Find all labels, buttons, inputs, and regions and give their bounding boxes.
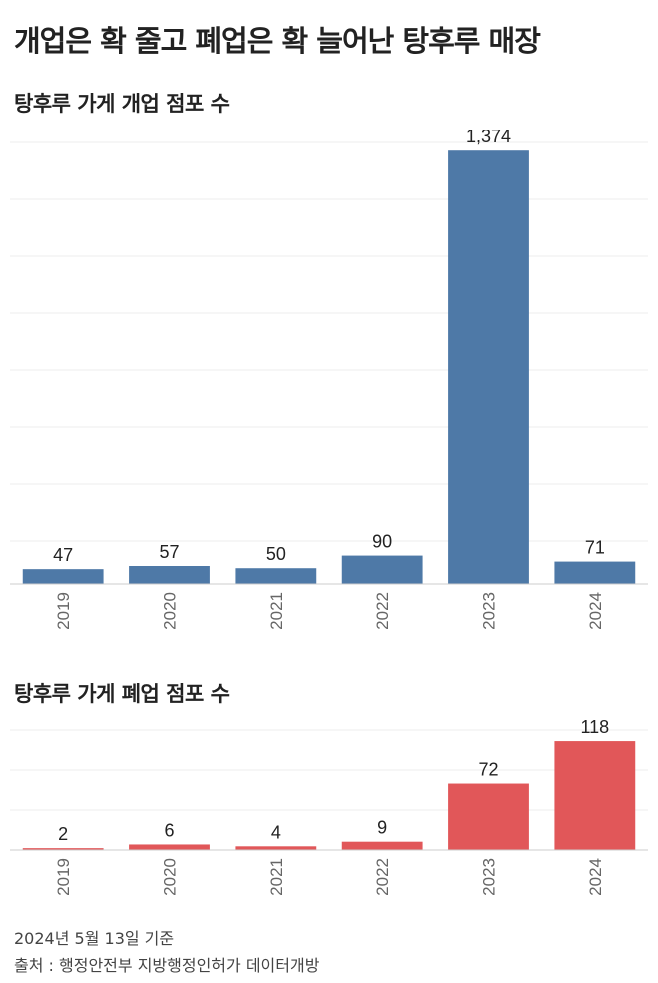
value-label-2024: 118 [580,718,609,737]
bar-2023 [448,150,529,585]
openings-bar-chart: 47 2019 57 2020 50 2021 90 2022 1,374 2023 71 2024 [10,130,648,630]
tick-label-2023: 2023 [480,858,499,896]
bar-2022 [341,841,423,850]
value-label-2021: 4 [271,822,281,842]
chart-title-openings: 탕후루 가게 개업 점포 수 [14,92,230,116]
bar-2023 [448,783,529,850]
tick-label-2022: 2022 [373,592,392,630]
value-label-2022: 90 [372,532,392,552]
bar-2020 [129,566,210,584]
tick-label-2024: 2024 [586,592,605,630]
chart-title-closures: 탕후루 가게 폐업 점포 수 [14,682,230,706]
value-label-2020: 6 [164,820,174,840]
tick-label-2022: 2022 [373,858,392,896]
value-label-2024: 71 [585,538,605,558]
tick-label-2021: 2021 [267,858,286,896]
bar-2024 [554,561,636,584]
bar-2021 [235,568,317,584]
bar-2021 [235,846,317,850]
source-note: 출처 : 행정안전부 지방행정인허가 데이터개방 [14,956,320,975]
bar-2019 [22,569,104,584]
tick-label-2023: 2023 [480,592,499,630]
value-label-2021: 50 [266,544,286,564]
tick-label-2020: 2020 [161,858,180,896]
bar-2024 [554,741,636,850]
tick-label-2020: 2020 [161,592,180,630]
bar-2020 [129,844,210,850]
closures-bar-chart: 2 2019 6 2020 4 2021 9 2022 72 2023 118 2024 [10,718,648,896]
tick-label-2021: 2021 [267,592,286,630]
value-label-2023: 72 [478,760,498,780]
value-label-2023: 1,374 [466,130,511,146]
date-note: 2024년 5월 13일 기준 [14,929,175,948]
tick-label-2019: 2019 [54,592,73,630]
bar-2022 [341,555,423,584]
value-label-2019: 47 [53,545,73,565]
bar-2019 [22,848,104,850]
value-label-2022: 9 [377,818,387,838]
value-label-2020: 57 [159,542,179,562]
tick-label-2024: 2024 [586,858,605,896]
tick-label-2019: 2019 [54,858,73,896]
value-label-2019: 2 [58,824,68,844]
page-title: 개업은 확 줄고 폐업은 확 늘어난 탕후루 매장 [14,24,541,58]
